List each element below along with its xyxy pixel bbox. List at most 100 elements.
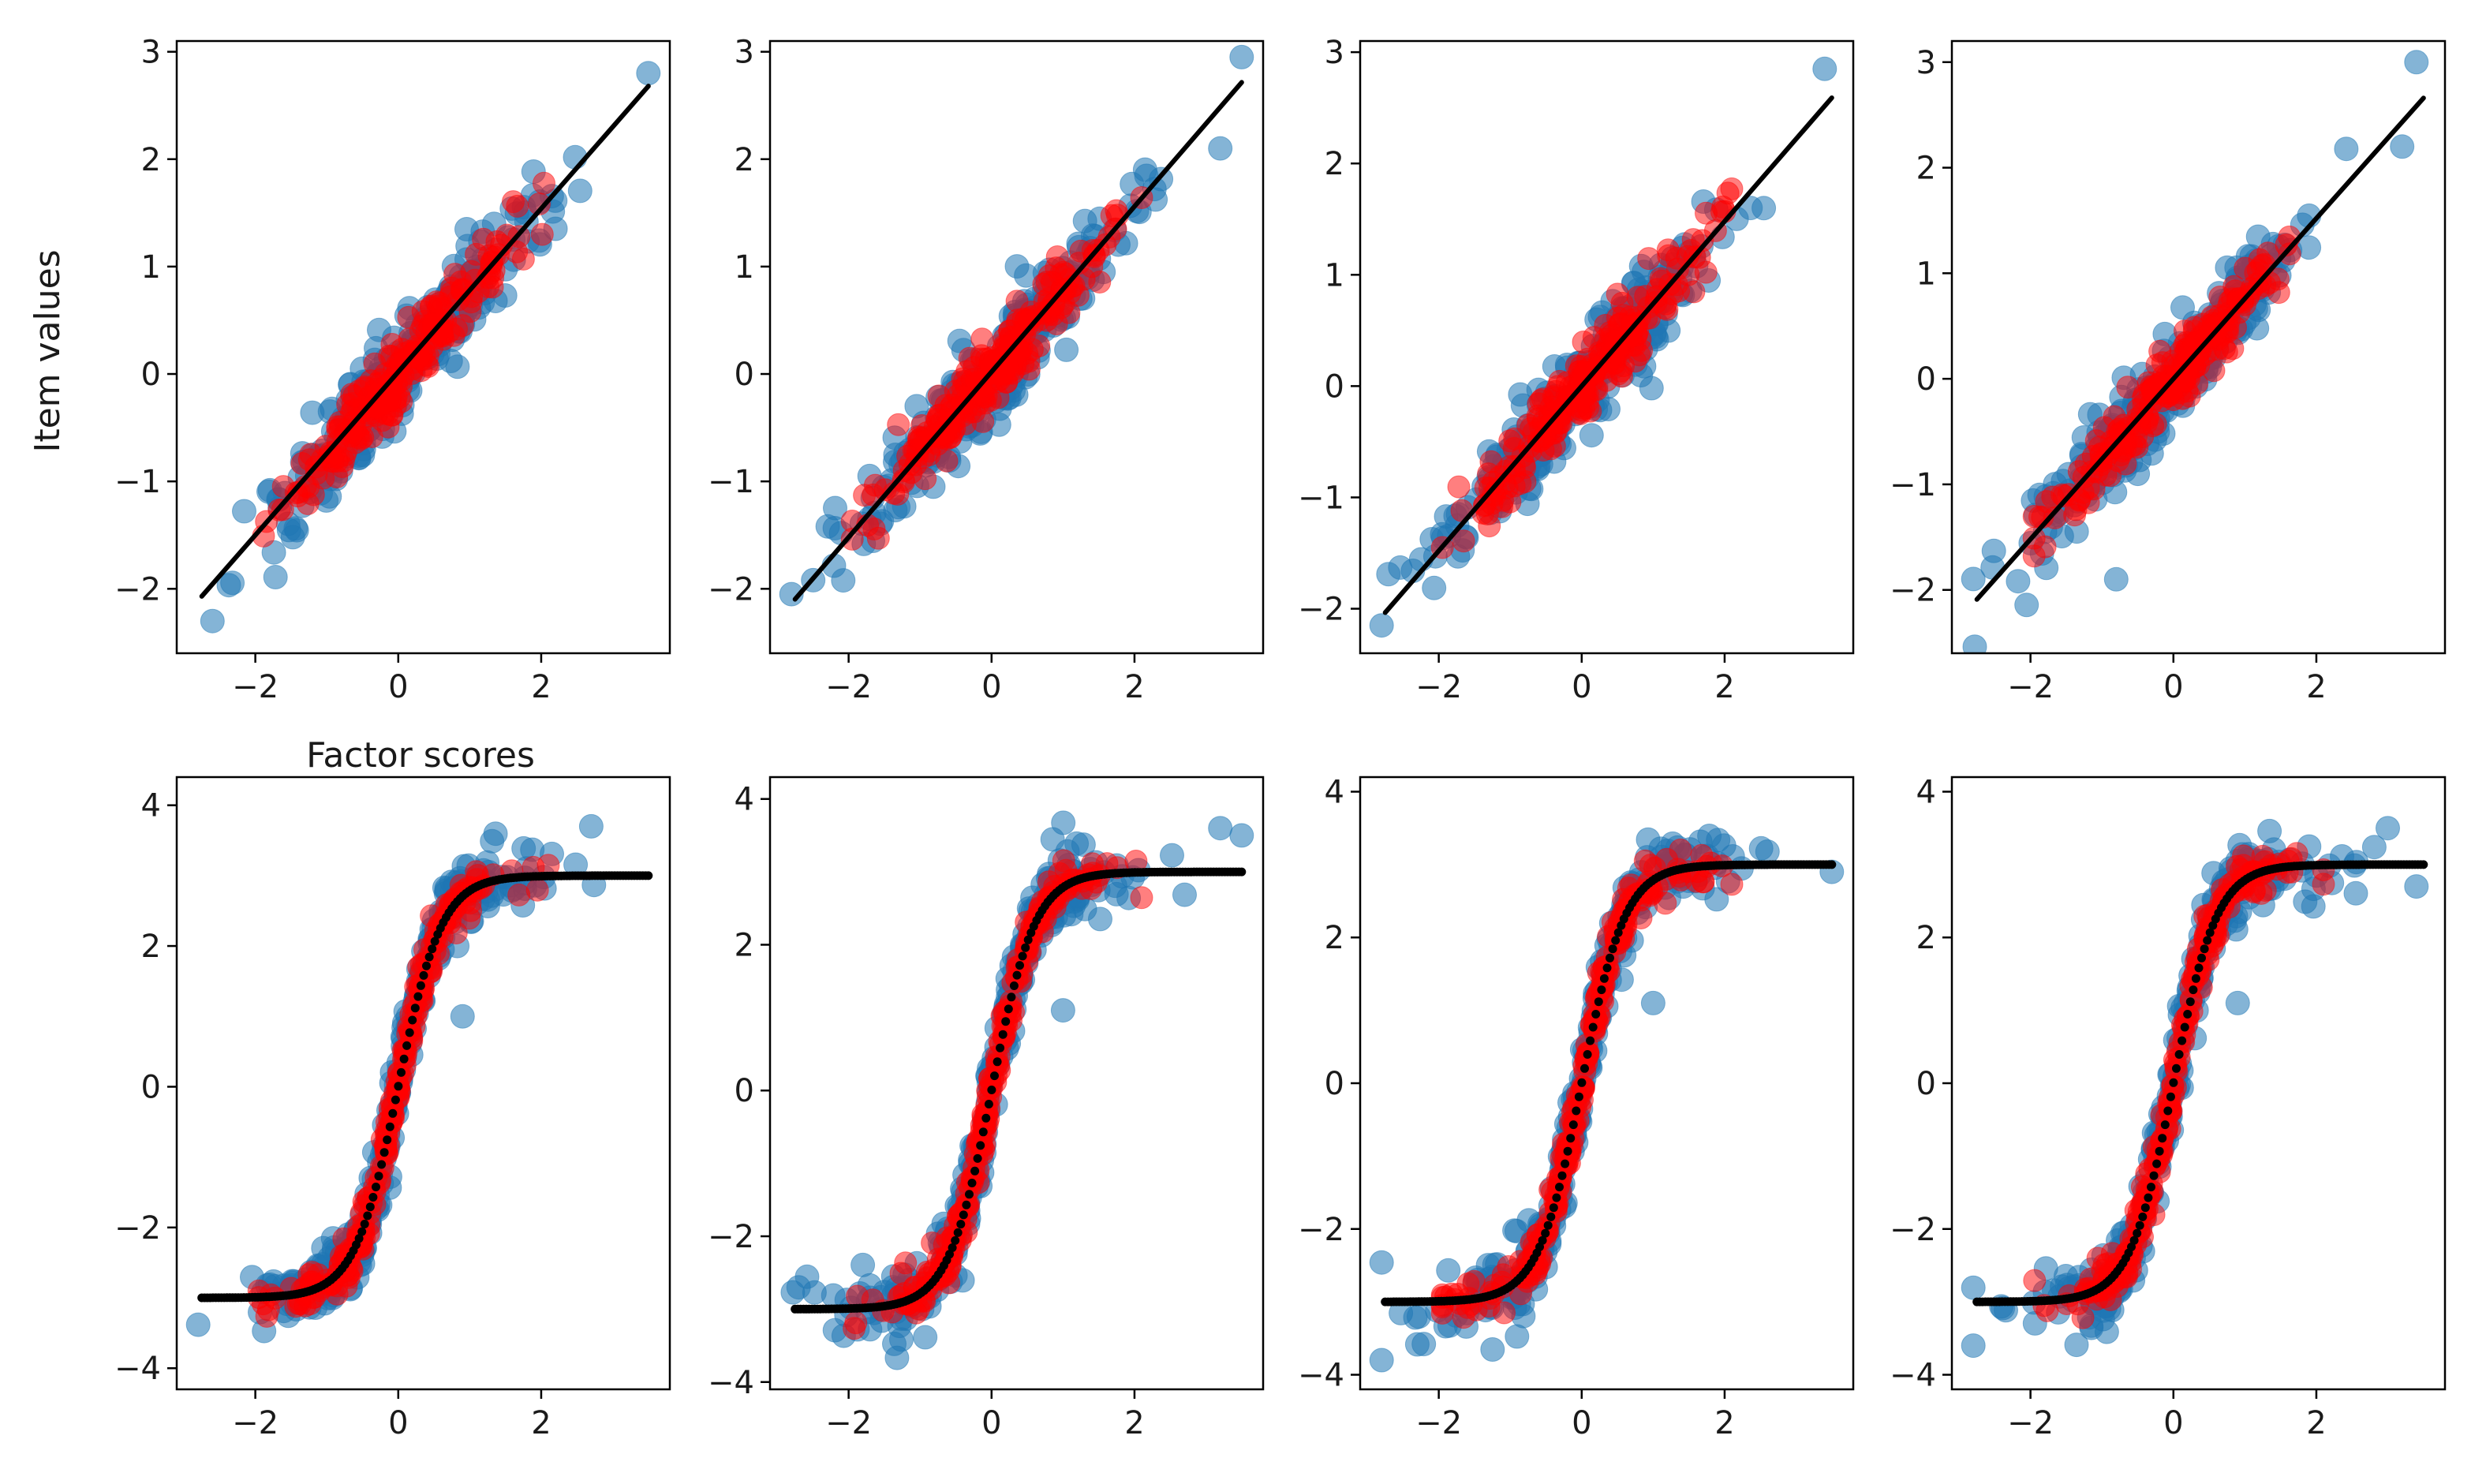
y-tick-label: −4 <box>708 1365 754 1401</box>
fit-curve-dot <box>951 1235 960 1245</box>
fit-curve-dot <box>408 1015 417 1025</box>
fit-curve-dot <box>2155 1146 2164 1156</box>
predicted-point <box>1045 245 1069 268</box>
y-tick-label: −2 <box>114 1210 161 1247</box>
predicted-point <box>2023 1269 2047 1292</box>
fit-line <box>1382 95 1834 615</box>
observed-point <box>445 354 470 379</box>
x-tick-label: 2 <box>531 1405 551 1441</box>
fit-curve-dot <box>394 1082 403 1091</box>
y-tick-label: 0 <box>141 1069 161 1105</box>
observed-outlier-point <box>2404 50 2429 75</box>
predicted-point <box>1682 280 1706 304</box>
y-tick-label: 1 <box>1916 256 1936 292</box>
fit-curve-dot <box>2160 1120 2170 1130</box>
predicted-point <box>1711 195 1735 219</box>
fit-curve-dot <box>1606 953 1614 963</box>
y-tick-label: 3 <box>735 35 754 71</box>
y-tick-label: −1 <box>1298 480 1344 516</box>
x-tick-label: −2 <box>1415 1405 1462 1441</box>
observed-point <box>2014 592 2039 618</box>
predicted-point <box>1452 1306 1475 1329</box>
observed-point <box>1961 1275 1986 1300</box>
y-tick-label: 0 <box>1325 1066 1344 1102</box>
y-tick-label: −1 <box>114 464 161 500</box>
fit-curve-dot <box>424 952 434 962</box>
predicted-point <box>2246 277 2270 301</box>
fit-curve-dot <box>1611 936 1621 945</box>
observed-outlier-point <box>1369 613 1394 638</box>
fit-curve-dot <box>388 1108 398 1118</box>
y-tick-label: 0 <box>735 357 754 393</box>
fit-curve-dot <box>405 1028 414 1037</box>
observed-point <box>1403 1305 1428 1330</box>
fit-curve-dot <box>1541 1228 1550 1238</box>
predicted-point <box>1610 291 1634 315</box>
fit-curve-dot <box>959 1210 968 1220</box>
x-tick-label: −2 <box>825 669 872 705</box>
predicted-point <box>2099 1288 2122 1311</box>
x-tick-label: 0 <box>388 669 408 705</box>
fit-curve-dot <box>1568 1120 1578 1130</box>
fit-curve-dot <box>354 1234 364 1243</box>
observed-point <box>1422 575 1447 600</box>
fit-curve-dot <box>410 1004 420 1013</box>
fit-curve-dot <box>965 1190 974 1199</box>
y-tick-label: −4 <box>114 1351 161 1387</box>
predicted-point <box>1628 343 1651 367</box>
fit-curve-dot <box>397 1067 406 1077</box>
predicted-point <box>970 327 994 351</box>
fit-curve-dot <box>2158 1134 2167 1143</box>
plot-area <box>1961 50 2429 653</box>
observed-point <box>261 540 286 565</box>
x-tick-label: 2 <box>531 669 551 705</box>
y-tick-label: −2 <box>708 1219 754 1255</box>
y-tick-label: −1 <box>708 464 754 500</box>
x-tick-label: −2 <box>1415 669 1462 705</box>
observed-point <box>263 565 288 589</box>
predicted-point <box>935 449 959 473</box>
plot-area <box>1369 56 1837 638</box>
fit-curve-dot <box>1018 951 1027 961</box>
fit-curve-dot <box>1827 860 1837 869</box>
fit-curve-dot <box>377 1160 387 1169</box>
y-tick-label: −2 <box>1890 1212 1936 1248</box>
observed-point <box>1755 839 1780 864</box>
axes-frame <box>1359 39 1855 655</box>
fit-curve-dot <box>1574 1092 1583 1101</box>
fit-curve-dot <box>1021 943 1030 952</box>
fit-curve-dot <box>998 1030 1007 1039</box>
y-tick-label: 1 <box>1325 257 1344 293</box>
x-tick-label: 2 <box>1124 1405 1144 1441</box>
plot-area <box>199 61 661 634</box>
y-axis-title: Item values <box>28 249 68 452</box>
fit-curve-dot <box>962 1200 971 1209</box>
y-tick-label: 0 <box>1916 1066 1936 1102</box>
x-tick-label: −2 <box>825 1405 872 1441</box>
fit-curve-dot <box>1594 997 1603 1007</box>
predicted-point <box>506 194 529 218</box>
predicted-point <box>1610 364 1633 388</box>
predicted-point <box>511 247 535 271</box>
x-tick-label: 2 <box>1714 1405 1734 1441</box>
observed-point <box>1981 538 2006 563</box>
observed-outlier-point <box>1208 816 1233 841</box>
fit-curve-dot <box>945 1250 954 1259</box>
predicted-point <box>1637 247 1661 271</box>
y-tick-label: −1 <box>1890 467 1936 503</box>
predicted-point <box>2215 340 2238 364</box>
predicted-point <box>866 526 890 550</box>
observed-outlier-point <box>636 61 661 86</box>
y-tick-label: 0 <box>141 357 161 393</box>
predicted-point <box>415 353 439 377</box>
fit-curve-dot <box>360 1220 369 1228</box>
fit-curve-dot <box>2180 1022 2189 1032</box>
y-tick-label: 0 <box>1916 361 1936 398</box>
predicted-point <box>2224 316 2247 339</box>
fit-curve-dot <box>970 1166 980 1176</box>
fit-curve-dot <box>2419 860 2428 869</box>
fit-curve-dot <box>1563 1146 1572 1156</box>
